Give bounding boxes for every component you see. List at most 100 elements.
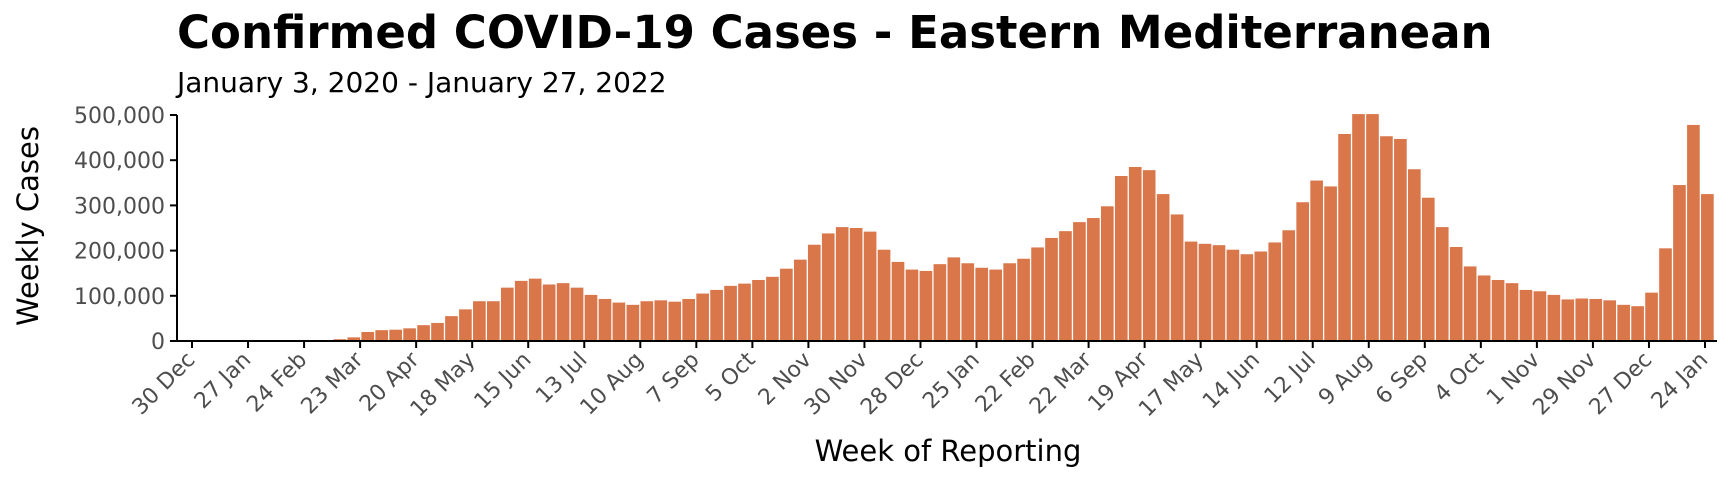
x-tick-label: 15 Jun <box>470 348 537 415</box>
bar <box>654 300 668 341</box>
bar <box>473 301 486 341</box>
bar <box>1547 294 1561 341</box>
x-tick-label: 6 Sep <box>1371 348 1433 410</box>
bar <box>626 304 640 341</box>
bar <box>668 301 682 341</box>
x-tick-label: 14 Jun <box>1198 348 1265 415</box>
bar <box>556 283 570 341</box>
bar <box>877 249 891 341</box>
bar <box>1114 176 1128 341</box>
bar <box>1352 114 1365 341</box>
bar <box>1059 231 1072 341</box>
bar <box>710 289 723 341</box>
bar <box>514 280 528 341</box>
bar <box>1561 299 1575 341</box>
bar <box>1128 166 1142 341</box>
bar <box>1519 289 1533 341</box>
x-tick-label: 28 Dec <box>856 348 929 421</box>
bar <box>1659 248 1672 341</box>
bar <box>919 270 933 341</box>
bar <box>445 316 458 341</box>
bar <box>696 293 709 341</box>
bar <box>1170 214 1184 341</box>
bar <box>1156 194 1170 341</box>
x-tick-label: 30 Dec <box>128 348 201 421</box>
bar <box>1435 227 1449 341</box>
bar-series <box>305 114 1714 341</box>
bar <box>375 330 389 341</box>
x-tick-label: 7 Sep <box>643 348 705 410</box>
bar <box>1310 180 1323 341</box>
bar <box>933 264 947 341</box>
bar <box>766 276 779 341</box>
chart-title: Confirmed COVID-19 Cases - Eastern Medit… <box>177 6 1493 59</box>
bar <box>905 269 919 341</box>
bar <box>1226 249 1240 341</box>
bar <box>417 325 430 341</box>
bar <box>1212 245 1226 341</box>
bar <box>1017 258 1030 341</box>
bar <box>682 298 696 341</box>
x-tick-label: 23 Mar <box>297 347 369 419</box>
bar <box>724 285 737 341</box>
x-tick-label: 22 Mar <box>1025 347 1097 419</box>
bar <box>1645 292 1658 341</box>
bar <box>1533 291 1547 341</box>
bar <box>1589 298 1603 341</box>
bar <box>1268 242 1282 341</box>
bar <box>1282 230 1296 341</box>
bar <box>570 287 584 341</box>
bar <box>487 301 500 341</box>
bar <box>431 322 444 341</box>
bar <box>849 228 863 341</box>
x-tick-label: 29 Nov <box>1528 348 1601 421</box>
bar <box>1603 300 1617 341</box>
bar <box>807 244 821 341</box>
bar <box>1421 197 1435 341</box>
bar <box>780 268 793 341</box>
bar <box>752 279 765 341</box>
x-tick-label: 10 Aug <box>576 348 649 421</box>
bar <box>1631 306 1644 341</box>
bar <box>1198 243 1212 341</box>
bar <box>821 233 835 341</box>
x-tick-label: 9 Aug <box>1314 348 1377 411</box>
x-tick-label: 12 Jul <box>1260 348 1321 409</box>
bar <box>584 294 598 341</box>
bar <box>528 278 542 341</box>
y-tick-label: 300,000 <box>74 194 165 219</box>
bar <box>1463 266 1477 341</box>
bar <box>1505 283 1519 341</box>
bar <box>1477 275 1491 341</box>
y-axis-ticks: 0 100,000 200,000 300,000 400,000 500,000 <box>74 104 177 355</box>
bar <box>1449 246 1463 341</box>
bar <box>1338 133 1351 341</box>
bar <box>1366 114 1379 341</box>
bar <box>1394 138 1407 341</box>
bar <box>891 261 905 341</box>
bar <box>1673 185 1686 341</box>
bar <box>1687 124 1700 341</box>
bar <box>1101 206 1114 341</box>
bar <box>1142 170 1156 341</box>
bar <box>361 331 375 341</box>
y-tick-label: 200,000 <box>74 240 165 265</box>
bar <box>947 257 961 341</box>
x-tick-label: 27 Dec <box>1585 348 1658 421</box>
y-axis-title: Weekly Cases <box>11 126 45 326</box>
bar <box>863 231 877 341</box>
bar <box>1254 251 1268 341</box>
bar <box>1184 241 1198 341</box>
y-tick-label: 0 <box>151 330 165 355</box>
x-tick-label: 5 Oct <box>701 347 761 407</box>
y-tick-label: 400,000 <box>74 149 165 174</box>
bar <box>640 301 654 341</box>
bar <box>1296 202 1310 341</box>
bar <box>1031 247 1044 341</box>
x-tick-label: 24 Jan <box>1647 348 1713 414</box>
bar <box>542 284 556 341</box>
bar <box>1408 169 1421 341</box>
bar <box>389 329 402 341</box>
bar <box>1701 194 1714 341</box>
